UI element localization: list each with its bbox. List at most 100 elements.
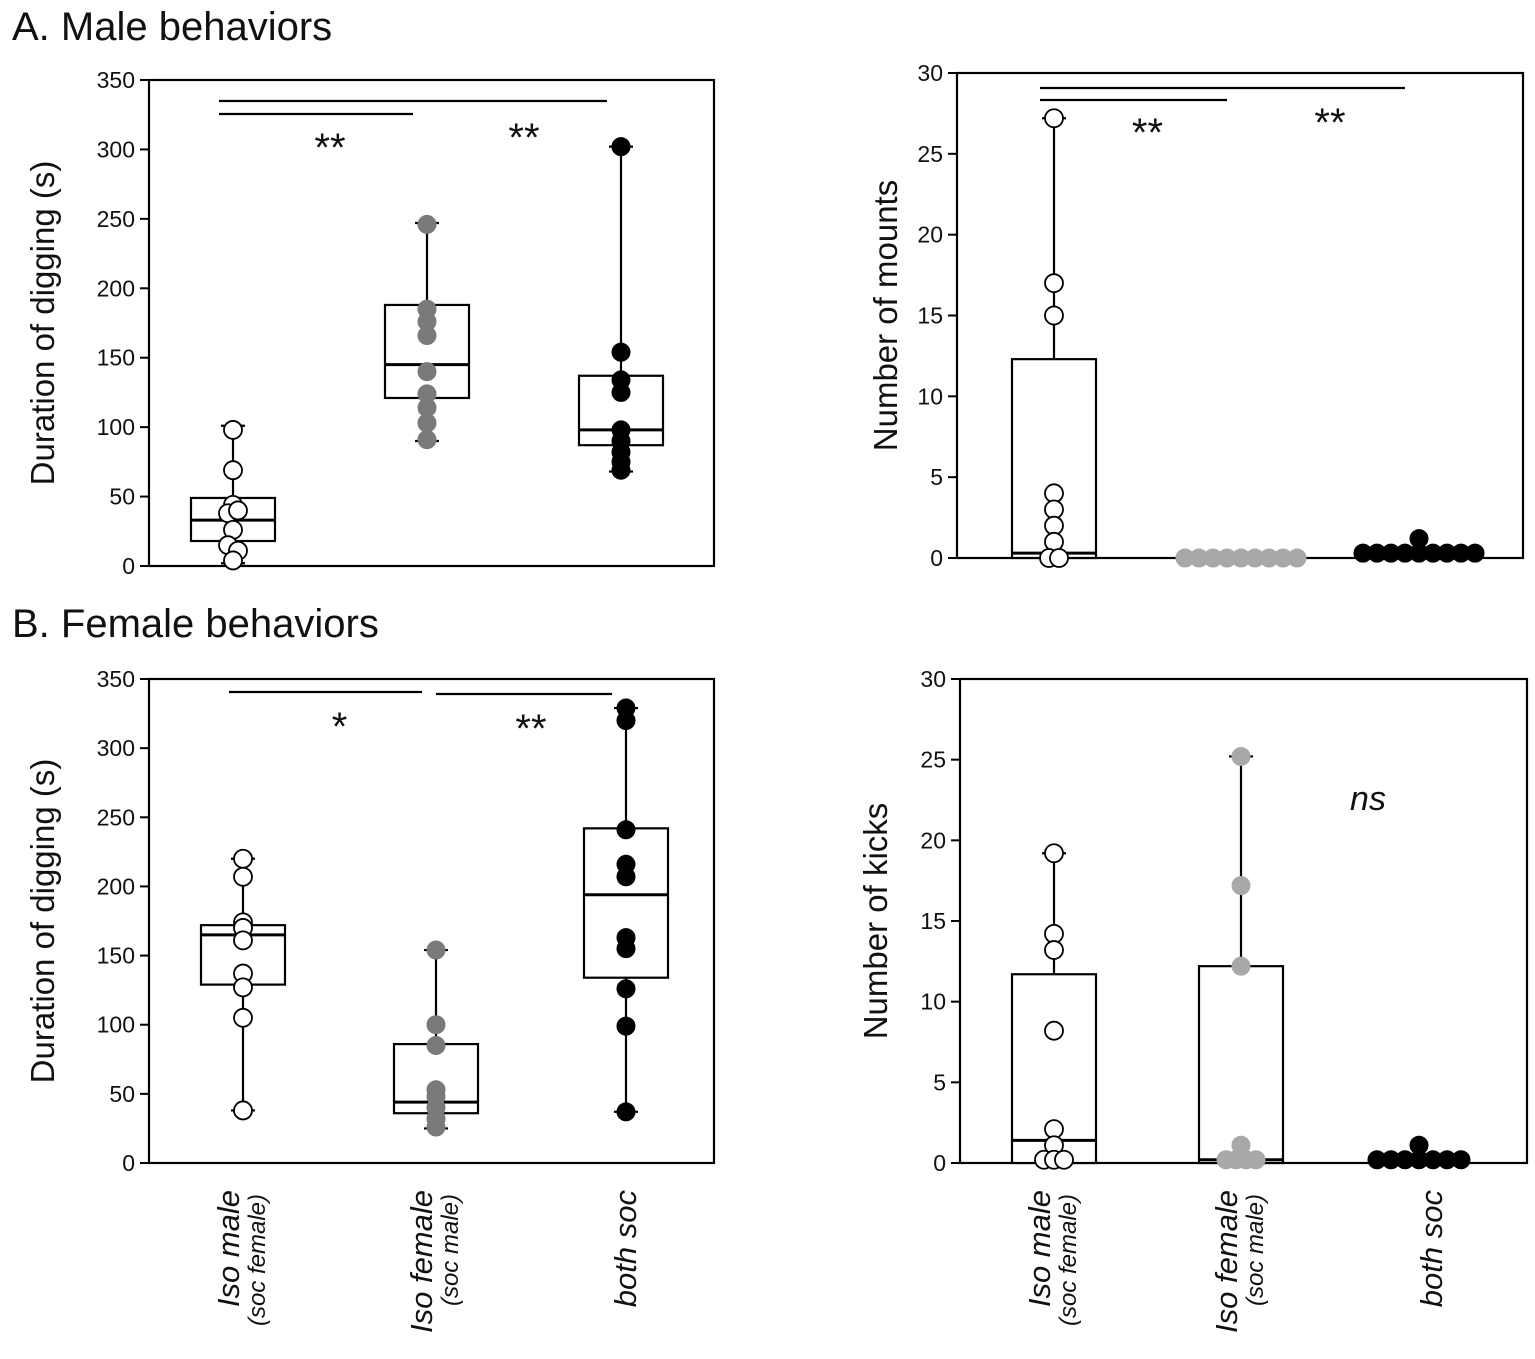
y-tick-label: 350: [97, 67, 135, 93]
panel-b-kicks: 0 5 10 15 20 25 30 Number of kicks ns: [857, 666, 1529, 1176]
data-point: [426, 1035, 446, 1055]
category-label: Iso female(soc male): [1209, 1190, 1269, 1333]
series-1: [1010, 843, 1098, 1170]
y-tick-label: 30: [917, 60, 943, 86]
data-point: [616, 1102, 636, 1122]
y-tick-label: 20: [920, 827, 946, 853]
category-sub: (soc male): [1242, 1194, 1269, 1306]
category-main: both soc: [1414, 1190, 1449, 1308]
category-main: Iso female: [404, 1190, 439, 1333]
data-point: [1231, 746, 1251, 766]
data-point: [233, 930, 253, 951]
y-tick-label: 30: [920, 666, 946, 692]
data-point: [417, 325, 437, 345]
data-point: [1231, 876, 1251, 896]
y-tick-label: 5: [933, 1069, 946, 1095]
category-main: Iso male: [1022, 1190, 1057, 1307]
data-point: [616, 867, 636, 887]
series-3: [582, 698, 670, 1122]
category-label: Iso male(soc female): [1022, 1190, 1082, 1326]
significance-label: *: [332, 705, 348, 749]
data-point: [616, 710, 636, 730]
y-tick-label: 250: [97, 804, 135, 830]
y-axis-label: Number of mounts: [867, 180, 904, 451]
y-tick-label: 10: [920, 989, 946, 1015]
y-axis-label: Duration of digging (s): [24, 759, 61, 1084]
data-point: [1287, 548, 1307, 568]
box: [1197, 965, 1285, 1165]
data-point: [233, 977, 253, 998]
category-label: both soc: [608, 1190, 643, 1308]
series-2: [1197, 746, 1285, 1170]
series-1: [189, 420, 277, 571]
y-tick-label: 250: [97, 206, 135, 232]
data-point: [1054, 1149, 1074, 1170]
series-3: [1353, 529, 1485, 563]
data-point: [233, 848, 253, 869]
y-tick-label: 10: [917, 383, 943, 409]
y-tick-label: 0: [122, 553, 135, 579]
data-point: [417, 413, 437, 433]
y-tick-label: 15: [917, 303, 943, 329]
y-tick-label: 0: [933, 1150, 946, 1176]
series-1: [199, 848, 287, 1121]
significance-label: **: [1132, 111, 1163, 155]
y-tick-label: 25: [917, 141, 943, 167]
y-tick-label: 150: [97, 345, 135, 371]
y-tick-label: 100: [97, 414, 135, 440]
data-point: [611, 382, 631, 402]
category-main: both soc: [608, 1190, 643, 1308]
data-point: [417, 430, 437, 450]
data-point: [1465, 543, 1485, 563]
data-point: [417, 214, 437, 234]
data-point: [616, 1016, 636, 1036]
category-main: Iso female: [1209, 1190, 1244, 1333]
category-label: Iso male(soc female): [211, 1190, 271, 1326]
y-tick-label: 25: [920, 747, 946, 773]
data-point: [616, 820, 636, 840]
data-point: [1044, 843, 1064, 864]
series-1: [1010, 108, 1098, 568]
series-2: [383, 214, 471, 450]
data-point: [233, 1007, 253, 1028]
category-labels: Iso male(soc female) Iso female(soc male)…: [211, 1190, 1449, 1334]
category-label: Iso female(soc male): [404, 1190, 464, 1333]
panel-b-digging: 0 50 100 150 200 250 300 350 Duration of digging…: [24, 666, 716, 1176]
category-main: Iso male: [211, 1190, 246, 1307]
y-tick-label: 50: [109, 484, 135, 510]
data-point: [1246, 1150, 1266, 1170]
y-tick-label: 100: [97, 1012, 135, 1038]
category-sub: (soc female): [1055, 1194, 1082, 1326]
data-point: [223, 460, 243, 481]
y-axis-label: Duration of digging (s): [24, 161, 61, 486]
data-point: [233, 866, 253, 887]
y-tick-label: 20: [917, 222, 943, 248]
series-2: [1175, 548, 1307, 568]
data-point: [1231, 956, 1251, 976]
data-point: [223, 550, 243, 571]
data-point: [1044, 531, 1064, 552]
data-point: [611, 137, 631, 157]
ns-annotation: ns: [1350, 780, 1386, 818]
y-tick-label: 300: [97, 136, 135, 162]
series-3: [577, 137, 665, 480]
data-point: [1044, 305, 1064, 326]
section-title-a: A. Male behaviors: [12, 5, 332, 49]
data-point: [228, 500, 248, 521]
plot-frame: [147, 78, 716, 568]
data-point: [223, 420, 243, 440]
panel-a-mounts: 0 5 10 15 20 25 30 Number of mounts ** **: [867, 60, 1525, 571]
y-tick-label: 50: [109, 1081, 135, 1107]
data-point: [417, 362, 437, 382]
y-tick-label: 0: [930, 545, 943, 571]
data-point: [1044, 1020, 1064, 1041]
data-point: [616, 979, 636, 999]
y-tick-label: 350: [97, 666, 135, 692]
data-point: [426, 1117, 446, 1137]
significance-label: **: [314, 126, 345, 170]
data-point: [233, 1100, 253, 1121]
section-title-b: B. Female behaviors: [12, 602, 379, 646]
category-sub: (soc male): [437, 1194, 464, 1306]
y-tick-label: 300: [97, 735, 135, 761]
